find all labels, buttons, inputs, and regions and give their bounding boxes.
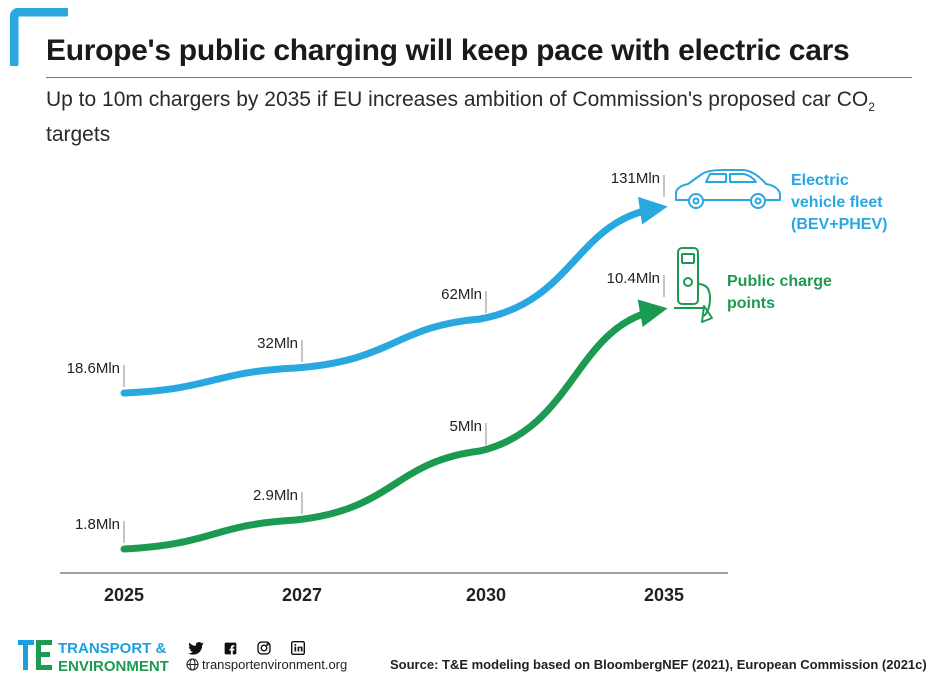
ev-series-label: Electric vehicle fleet (BEV+PHEV) [791,170,887,236]
charge-points-line [120,299,668,553]
website-link[interactable]: transportenvironment.org [186,657,347,672]
ev-fleet-line [120,196,668,397]
brand-line-1: TRANSPORT & [58,640,167,657]
linkedin-icon[interactable] [288,640,308,656]
subtitle-end: targets [46,123,111,147]
corner-bracket-logo [10,8,68,66]
car-icon [675,169,781,209]
social-links [186,640,308,656]
chart-title: Europe's public charging will keep pace … [46,34,850,67]
data-label: 1.8Mln [75,516,120,533]
charge-label-line-2: points [727,295,775,312]
subtitle-text: Up to 10m chargers by 2035 if EU increas… [46,88,869,111]
website-text: transportenvironment.org [202,657,348,672]
twitter-icon[interactable] [186,640,206,656]
globe-icon [186,658,199,671]
data-label: 18.6Mln [67,360,120,377]
data-label: 32Mln [257,335,298,352]
ev-label-line-1: Electric [791,172,849,189]
source-note: Source: T&E modeling based on BloombergN… [390,657,927,672]
data-label: 62Mln [441,286,482,303]
brand-name: TRANSPORT & ENVIRONMENT [58,640,169,676]
te-logo-icon [18,640,52,670]
ev-label-line-3: (BEV+PHEV) [791,216,888,233]
charge-series-label: Public charge points [727,271,832,315]
data-label: 5Mln [449,418,482,435]
x-tick-label: 2035 [644,585,684,605]
x-tick-label: 2025 [104,585,144,605]
x-tick-label: 2030 [466,585,506,605]
facebook-icon[interactable] [220,640,240,656]
subtitle-subscript: 2 [868,100,875,115]
ev-label-line-2: vehicle fleet [791,194,883,211]
data-label: 131Mln [611,170,660,187]
charger-icon [674,247,713,323]
charge-label-line-1: Public charge [727,273,832,290]
instagram-icon[interactable] [254,640,274,656]
chart-subtitle: Up to 10m chargers by 2035 if EU increas… [46,86,916,149]
data-label: 2.9Mln [253,487,298,504]
brand-line-2: ENVIRONMENT [58,658,169,675]
data-label: 10.4Mln [607,270,660,287]
title-divider [46,77,912,78]
x-tick-label: 2027 [282,585,322,605]
